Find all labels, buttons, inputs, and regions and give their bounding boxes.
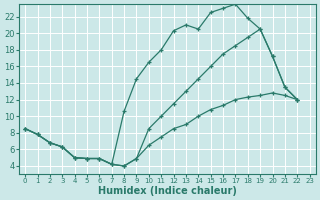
X-axis label: Humidex (Indice chaleur): Humidex (Indice chaleur) — [98, 186, 237, 196]
